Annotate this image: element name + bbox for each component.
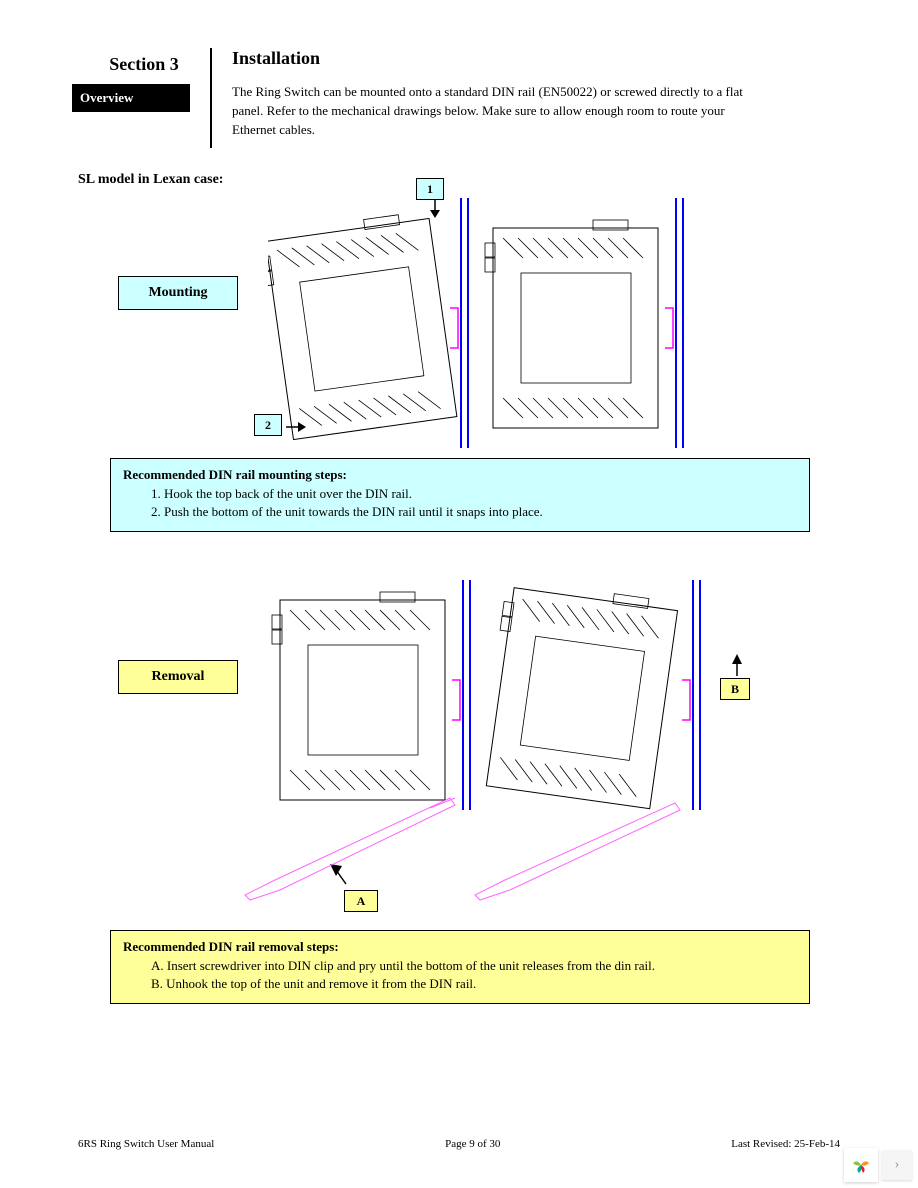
footer-right: Last Revised: 25-Feb-14 (731, 1138, 840, 1150)
callout-a: A (344, 890, 378, 912)
overview-badge: Overview (72, 84, 190, 112)
footer-center: Page 9 of 30 (445, 1138, 500, 1150)
callout-2: 2 (254, 414, 282, 436)
sl-model-subheading: SL model in Lexan case: (78, 172, 223, 188)
removal-steps-box: Recommended DIN rail removal steps: A. I… (110, 930, 810, 1004)
chevron-right-icon: › (895, 1157, 900, 1173)
removal-diagram (230, 580, 750, 920)
page-header: Section 3 Installation The Ring Switch c… (78, 48, 838, 148)
callout-b: B (720, 678, 750, 700)
arrow-diag-icon (330, 864, 350, 888)
arrow-up-icon (730, 654, 744, 676)
removal-tag: Removal (118, 660, 238, 694)
intro-paragraph: The Ring Switch can be mounted onto a st… (232, 83, 752, 140)
mounting-steps-title: Recommended DIN rail mounting steps: (123, 467, 797, 483)
mounting-tag: Mounting (118, 276, 238, 310)
mounting-step-2: 2. Push the bottom of the unit towards t… (151, 503, 797, 521)
page-footer: 6RS Ring Switch User Manual Page 9 of 30… (78, 1138, 840, 1150)
removal-step-b: B. Unhook the top of the unit and remove… (151, 975, 797, 993)
mounting-steps-box: Recommended DIN rail mounting steps: 1. … (110, 458, 810, 532)
removal-steps-title: Recommended DIN rail removal steps: (123, 939, 797, 955)
removal-step-a: A. Insert screwdriver into DIN clip and … (151, 957, 797, 975)
mounting-step-1: 1. Hook the top back of the unit over th… (151, 485, 797, 503)
next-page-button[interactable]: › (882, 1150, 912, 1180)
callout-1: 1 (416, 178, 444, 200)
arrow-down-icon (428, 200, 442, 218)
mounting-diagram (268, 198, 708, 448)
footer-left: 6RS Ring Switch User Manual (78, 1138, 214, 1150)
header-divider (210, 48, 212, 148)
arrow-right-icon (286, 420, 306, 434)
page-title: Installation (232, 48, 838, 69)
viewer-logo-icon (844, 1148, 878, 1182)
viewer-nav: › (844, 1148, 912, 1182)
